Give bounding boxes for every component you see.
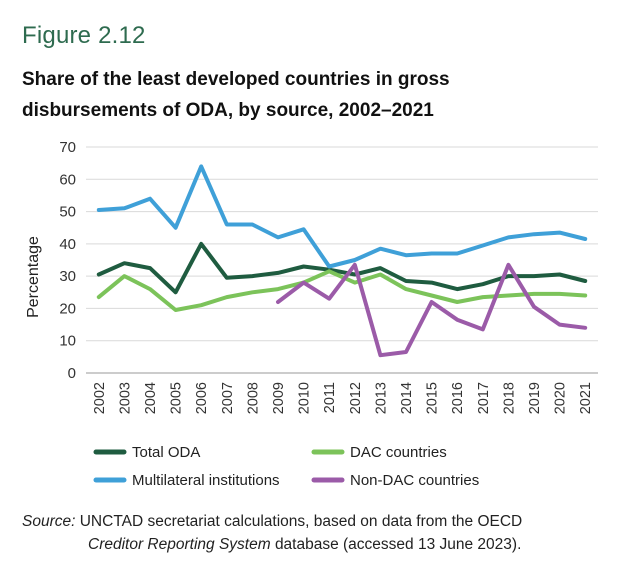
x-tick-label: 2020 — [553, 382, 569, 414]
x-tick-label: 2002 — [92, 382, 108, 414]
legend-label: Non-DAC countries — [350, 472, 479, 489]
x-tick-label: 2016 — [450, 382, 466, 414]
gridlines — [86, 146, 598, 374]
x-tick-label: 2012 — [348, 382, 364, 414]
series-lines — [96, 164, 588, 358]
x-tick-label: 2018 — [501, 382, 517, 414]
x-tick-label: 2014 — [399, 382, 415, 414]
legend-label: DAC countries — [350, 444, 447, 461]
y-tick-label: 60 — [59, 171, 76, 188]
series-line-multilateral-institutions — [96, 164, 588, 269]
x-tick-label: 2015 — [425, 382, 441, 414]
legend-label: Multilateral institutions — [132, 472, 280, 489]
x-tick-label: 2006 — [194, 382, 210, 414]
x-tick-label: 2003 — [117, 382, 133, 414]
x-axis-ticks: 2002 2003 2004 2005 2006 2007 2008 2009 2010 2011… — [92, 382, 594, 414]
y-tick-label: 0 — [68, 365, 76, 382]
y-tick-label: 70 — [59, 139, 76, 156]
x-tick-label: 2019 — [527, 382, 543, 414]
x-tick-label: 2007 — [220, 382, 236, 414]
y-tick-label: 10 — [59, 333, 76, 350]
series-line-non-dac-countries — [276, 262, 588, 358]
x-tick-label: 2005 — [169, 382, 185, 414]
legend: Total ODA DAC countries Multilateral insti… — [93, 444, 479, 489]
chart-title-line-2: disbursements of ODA, by source, 2002–20… — [22, 100, 434, 121]
chart-title: Share of the least developed countries i… — [22, 64, 612, 126]
source-label: Source: — [22, 513, 76, 530]
x-tick-label: 2013 — [373, 382, 389, 414]
y-axis-ticks: 0 10 20 30 40 50 60 70 — [59, 139, 76, 382]
x-tick-label: 2011 — [322, 382, 338, 413]
source-note: Source: UNCTAD secretariat calculations,… — [22, 510, 612, 556]
y-tick-label: 40 — [59, 236, 76, 253]
chart-title-line-1: Share of the least developed countries i… — [22, 69, 450, 90]
source-text-a: UNCTAD secretariat calculations, based o… — [79, 513, 523, 530]
y-axis-label: Percentage — [25, 236, 42, 318]
y-tick-label: 20 — [59, 300, 76, 317]
x-tick-label: 2004 — [143, 382, 159, 414]
series-line-dac-countries — [96, 269, 588, 312]
source-text-b: database (accessed 13 June 2023). — [274, 536, 522, 553]
x-tick-label: 2009 — [271, 382, 287, 414]
figure-label: Figure 2.12 — [22, 22, 146, 49]
x-tick-label: 2021 — [578, 382, 594, 414]
legend-label: Total ODA — [132, 444, 200, 461]
x-tick-label: 2010 — [297, 382, 313, 414]
x-tick-label: 2008 — [245, 382, 261, 414]
y-tick-label: 30 — [59, 268, 76, 285]
source-line-2: Creditor Reporting System database (acce… — [22, 533, 612, 556]
source-italic: Creditor Reporting System — [88, 536, 271, 553]
x-tick-label: 2017 — [476, 382, 492, 414]
line-chart: 0 10 20 30 40 50 60 70 2002 2003 2004 2005 2006 2007… — [25, 139, 598, 489]
y-tick-label: 50 — [59, 204, 76, 221]
